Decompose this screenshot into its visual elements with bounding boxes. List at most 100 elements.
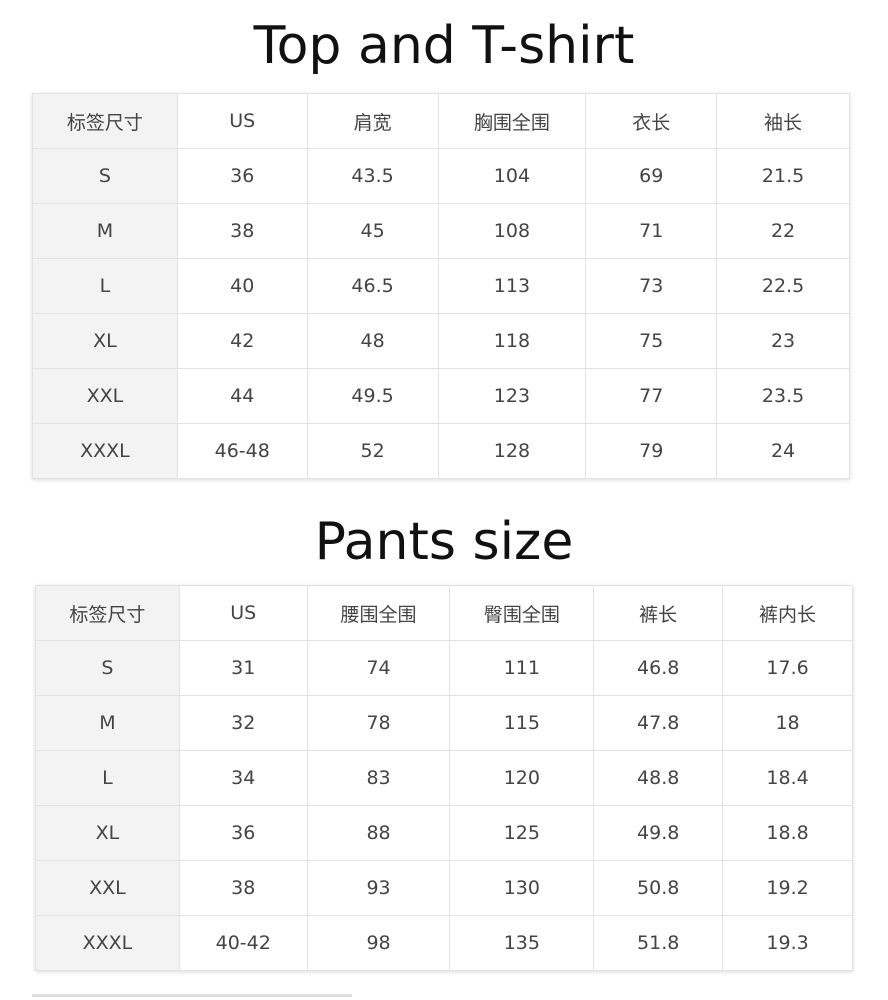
table-cell: 23.5 <box>716 368 850 424</box>
table-cell: 32 <box>178 695 308 751</box>
table-row: XL 42 48 118 75 23 <box>32 313 850 369</box>
table-row: L 40 46.5 113 73 22.5 <box>32 258 850 314</box>
table-cell: 48.8 <box>593 750 724 806</box>
table-cell: 73 <box>585 258 718 314</box>
table-cell: 22 <box>716 203 850 259</box>
table-cell: 34 <box>178 750 308 806</box>
table-cell: 93 <box>306 860 451 916</box>
table-cell: 77 <box>585 368 718 424</box>
table-cell: 69 <box>585 148 718 204</box>
table-cell: 98 <box>306 915 451 971</box>
table-row: XL 36 88 125 49.8 18.8 <box>35 805 853 861</box>
size-label-cell: XXL <box>32 368 178 424</box>
table-cell: 51.8 <box>593 915 724 971</box>
table-cell: 36 <box>176 148 308 204</box>
header-row: 标签尺寸 US 肩宽 胸围全围 衣长 袖长 <box>32 93 850 149</box>
pants-size-table: 标签尺寸 US 腰围全围 臀围全围 裤长 裤内长 S 31 74 111 46.8 17.6 M 32 78… <box>35 585 853 971</box>
column-header: 胸围全围 <box>437 93 587 149</box>
column-header: 裤长 <box>593 585 724 641</box>
column-header: US <box>176 93 308 149</box>
table-cell: 115 <box>449 695 595 751</box>
table-row: S 31 74 111 46.8 17.6 <box>35 640 853 696</box>
table-cell: 19.3 <box>722 915 853 971</box>
table-cell: 45 <box>306 203 439 259</box>
table-row: M 32 78 115 47.8 18 <box>35 695 853 751</box>
table-cell: 108 <box>437 203 587 259</box>
size-label-cell: XXXL <box>35 915 180 971</box>
table-cell: 123 <box>437 368 587 424</box>
size-label-cell: S <box>35 640 180 696</box>
table-cell: 24 <box>716 423 850 479</box>
table-cell: 42 <box>176 313 308 369</box>
column-header: 袖长 <box>716 93 850 149</box>
column-header: 裤内长 <box>722 585 853 641</box>
column-header: US <box>178 585 308 641</box>
table-row: XXXL 40-42 98 135 51.8 19.3 <box>35 915 853 971</box>
table-cell: 40-42 <box>178 915 308 971</box>
table-cell: 46.8 <box>593 640 724 696</box>
column-header: 衣长 <box>585 93 718 149</box>
table-cell: 83 <box>306 750 451 806</box>
size-label-cell: L <box>32 258 178 314</box>
table-cell: 79 <box>585 423 718 479</box>
table-cell: 88 <box>306 805 451 861</box>
table-cell: 21.5 <box>716 148 850 204</box>
table-cell: 36 <box>178 805 308 861</box>
column-header: 肩宽 <box>306 93 439 149</box>
size-label-cell: S <box>32 148 178 204</box>
table-cell: 75 <box>585 313 718 369</box>
table-row: XXL 44 49.5 123 77 23.5 <box>32 368 850 424</box>
table-cell: 78 <box>306 695 451 751</box>
table-cell: 125 <box>449 805 595 861</box>
table-cell: 49.5 <box>306 368 439 424</box>
table-cell: 19.2 <box>722 860 853 916</box>
table-cell: 46-48 <box>176 423 308 479</box>
size-label-cell: L <box>35 750 180 806</box>
size-label-cell: XL <box>35 805 180 861</box>
column-header: 臀围全围 <box>449 585 595 641</box>
table-row: XXXL 46-48 52 128 79 24 <box>32 423 850 479</box>
size-label-cell: XXXL <box>32 423 178 479</box>
column-header: 标签尺寸 <box>32 93 178 149</box>
table-cell: 50.8 <box>593 860 724 916</box>
table-cell: 48 <box>306 313 439 369</box>
table-cell: 18.8 <box>722 805 853 861</box>
table-cell: 130 <box>449 860 595 916</box>
table-cell: 43.5 <box>306 148 439 204</box>
table-row: L 34 83 120 48.8 18.4 <box>35 750 853 806</box>
top-size-table: 标签尺寸 US 肩宽 胸围全围 衣长 袖长 S 36 43.5 104 69 21.5 M 38 45 108… <box>32 93 850 479</box>
table-cell: 71 <box>585 203 718 259</box>
header-row: 标签尺寸 US 腰围全围 臀围全围 裤长 裤内长 <box>35 585 853 641</box>
table-cell: 46.5 <box>306 258 439 314</box>
table-cell: 104 <box>437 148 587 204</box>
table-cell: 113 <box>437 258 587 314</box>
table-cell: 52 <box>306 423 439 479</box>
table-cell: 47.8 <box>593 695 724 751</box>
table-cell: 31 <box>178 640 308 696</box>
pants-size-title: Pants size <box>314 512 574 572</box>
column-header: 标签尺寸 <box>35 585 180 641</box>
table-cell: 38 <box>178 860 308 916</box>
table-cell: 118 <box>437 313 587 369</box>
table-cell: 23 <box>716 313 850 369</box>
table-cell: 74 <box>306 640 451 696</box>
table-cell: 18 <box>722 695 853 751</box>
table-cell: 44 <box>176 368 308 424</box>
table-cell: 135 <box>449 915 595 971</box>
size-label-cell: XL <box>32 313 178 369</box>
table-cell: 17.6 <box>722 640 853 696</box>
size-label-cell: M <box>32 203 178 259</box>
table-row: XXL 38 93 130 50.8 19.2 <box>35 860 853 916</box>
table-cell: 111 <box>449 640 595 696</box>
table-cell: 128 <box>437 423 587 479</box>
size-label-cell: XXL <box>35 860 180 916</box>
table-cell: 40 <box>176 258 308 314</box>
table-cell: 38 <box>176 203 308 259</box>
top-tshirt-title: Top and T-shirt <box>253 16 635 76</box>
table-cell: 18.4 <box>722 750 853 806</box>
table-cell: 22.5 <box>716 258 850 314</box>
size-label-cell: M <box>35 695 180 751</box>
column-header: 腰围全围 <box>306 585 451 641</box>
table-row: S 36 43.5 104 69 21.5 <box>32 148 850 204</box>
table-row: M 38 45 108 71 22 <box>32 203 850 259</box>
